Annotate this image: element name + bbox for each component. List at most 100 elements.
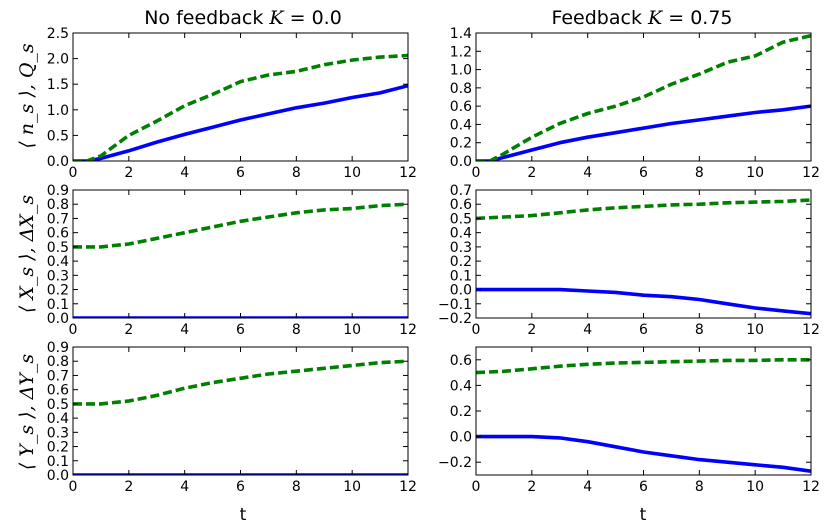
series-variance-r0c1 [476, 33, 811, 161]
ytick-label: 0.3 [450, 240, 472, 256]
xtick-label: 0 [69, 322, 78, 338]
xtick-label: 4 [180, 165, 189, 181]
panel-r0c1: 0 2 4 6 8 10 12 0.0 0.2 0.4 0.6 0.8 1.0 1.2 1.4 [450, 26, 820, 181]
ytick-label: 0.8 [47, 354, 69, 370]
title-left-symbol: K [268, 7, 285, 29]
xtick-label: 4 [583, 165, 592, 181]
ylabel-row2: ⟨ X_s ⟩, ΔX_s [16, 195, 38, 314]
series-variance-r2c1 [476, 357, 811, 375]
xtick-label: 4 [583, 322, 592, 338]
xtick-label: 12 [802, 322, 820, 338]
series-mean-r2c1 [476, 434, 811, 473]
ytick-label: 0.0 [47, 311, 69, 327]
title-right-symbol: K [647, 7, 664, 29]
panel-r0c0: 0 2 4 6 8 10 12 0.0 0.5 1.0 1.5 2.0 2.5 [47, 26, 417, 181]
panel-r2c1: 0 2 4 6 8 10 12 −0.2 0.0 0.2 0.4 0.6 [438, 346, 820, 495]
xtick-label: 4 [180, 479, 189, 495]
ytick-label: 0.0 [47, 468, 69, 484]
ytick-label: 0.6 [450, 353, 472, 369]
panel-r1c0: 0 2 4 6 8 10 12 0.00.10.20.30.40.50.60.70.80.9 [47, 183, 417, 338]
ytick-label: 0.0 [450, 283, 472, 299]
xtick-label: 10 [343, 322, 361, 338]
axes-frame-r2c1 [475, 346, 812, 476]
xtick-label: 6 [236, 479, 245, 495]
ytick-label: 0.6 [47, 383, 69, 399]
xtick-label: 10 [746, 479, 764, 495]
xtick-label: 12 [802, 165, 820, 181]
ylabel-row3: ⟨ Y_s ⟩, ΔY_s [16, 354, 38, 471]
ytick-label: 0.9 [47, 183, 69, 199]
xtick-label: 10 [343, 165, 361, 181]
ytick-label: −0.1 [438, 297, 472, 313]
xtick-label: 12 [399, 165, 417, 181]
ytick-label: 0.0 [47, 154, 69, 170]
ytick-label: 0.5 [450, 211, 472, 227]
series-variance-r1c0 [73, 202, 408, 249]
xtick-label: 8 [695, 165, 704, 181]
ytick-label: 2.5 [47, 26, 69, 42]
xlabel-left: t [240, 505, 247, 525]
xtick-label: 10 [746, 322, 764, 338]
ylabel-row1: ⟨ n_s ⟩, Q_s [16, 43, 38, 149]
title-left: No feedback K = 0.0 [144, 7, 342, 29]
ytick-label: 0.7 [47, 211, 69, 227]
ytick-label: 1.4 [450, 26, 472, 42]
xtick-label: 8 [292, 322, 301, 338]
ytick-label: 0.4 [450, 378, 472, 394]
xtick-label: 8 [695, 479, 704, 495]
xtick-label: 2 [527, 322, 536, 338]
xtick-label: 2 [124, 322, 133, 338]
series-variance-r0c0 [73, 53, 408, 161]
xtick-label: 4 [583, 479, 592, 495]
xtick-label: 8 [695, 322, 704, 338]
xtick-label: 2 [124, 479, 133, 495]
ytick-label: 0.9 [47, 340, 69, 356]
ytick-label: 0.5 [47, 397, 69, 413]
ytick-label: 1.0 [47, 103, 69, 119]
xtick-label: 0 [472, 165, 481, 181]
xtick-label: 0 [472, 479, 481, 495]
ytick-label: 0.2 [450, 404, 472, 420]
xtick-label: 0 [472, 322, 481, 338]
xtick-label: 6 [639, 165, 648, 181]
ytick-label: 1.0 [450, 63, 472, 79]
xtick-label: 6 [639, 322, 648, 338]
xtick-label: 0 [69, 165, 78, 181]
title-right: Feedback K = 0.75 [551, 7, 732, 29]
ytick-label: 1.2 [450, 44, 472, 60]
xtick-label: 12 [399, 479, 417, 495]
xtick-label: 8 [292, 479, 301, 495]
ytick-label: 0.4 [47, 254, 69, 270]
panel-r2c0: 0 2 4 6 8 10 12 0.00.10.20.30.40.50.60.70.80.9 [47, 340, 417, 495]
ytick-label: 0.2 [47, 440, 69, 456]
xtick-label: 2 [527, 165, 536, 181]
ytick-label: 0.4 [450, 117, 472, 133]
series-mean-r1c1 [476, 287, 811, 316]
xlabel-right: t [640, 505, 647, 525]
xtick-label: 4 [180, 322, 189, 338]
ytick-label: 0.5 [47, 240, 69, 256]
xtick-label: 2 [124, 165, 133, 181]
panel-r1c1: 0 2 4 6 8 10 12 −0.2−0.10.00.10.20.30.40.50.60.… [438, 183, 820, 338]
ytick-label: 0.0 [450, 154, 472, 170]
xtick-label: 6 [236, 165, 245, 181]
ytick-label: 0.7 [47, 368, 69, 384]
ytick-label: −0.2 [438, 311, 472, 327]
ytick-label: 0.2 [450, 136, 472, 152]
xtick-label: 8 [292, 165, 301, 181]
ytick-label: 0.3 [47, 425, 69, 441]
ytick-label: 0.0 [450, 430, 472, 446]
series-variance-r2c0 [73, 359, 408, 406]
ytick-label: 0.2 [450, 254, 472, 270]
xtick-label: 6 [236, 322, 245, 338]
ytick-label: 0.6 [47, 226, 69, 242]
xtick-label: 12 [802, 479, 820, 495]
xtick-label: 6 [639, 479, 648, 495]
ytick-label: 0.8 [450, 81, 472, 97]
xtick-label: 10 [746, 165, 764, 181]
ytick-label: 1.5 [47, 77, 69, 93]
ytick-label: 0.1 [47, 454, 69, 470]
ytick-label: 0.5 [47, 128, 69, 144]
ytick-label: 0.1 [450, 268, 472, 284]
ytick-label: 0.4 [47, 411, 69, 427]
